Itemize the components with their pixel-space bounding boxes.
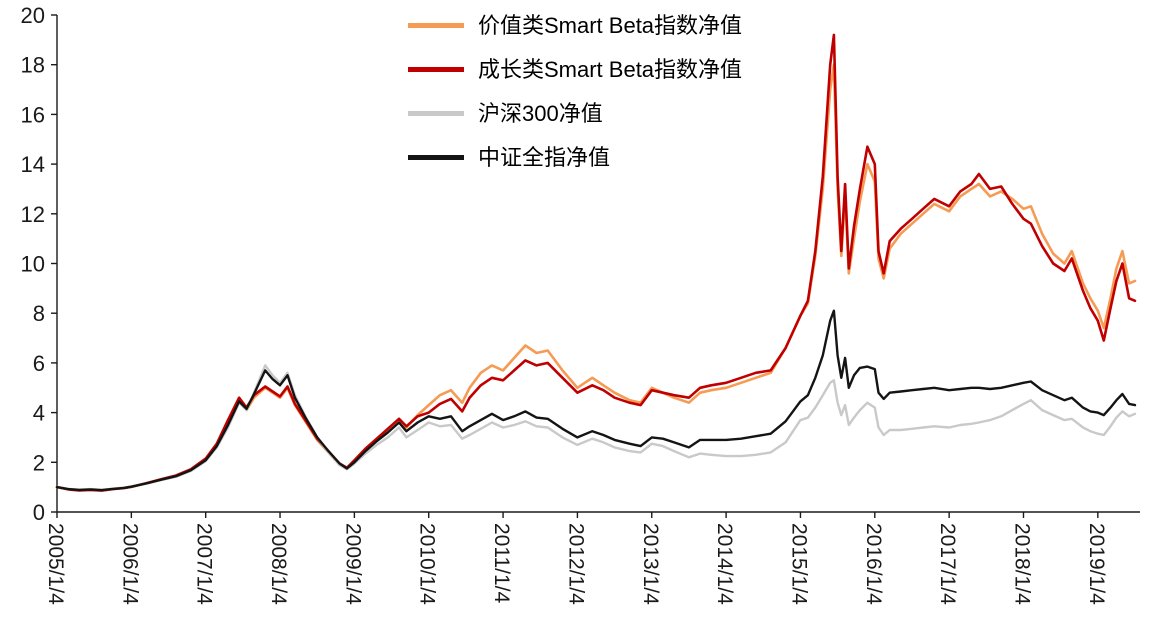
legend-label-value-smartbeta: 价值类Smart Beta指数净值 (478, 13, 743, 38)
legend-line-csi-total-icon (408, 155, 464, 160)
x-axis-label: 2005/1/4 (44, 523, 67, 605)
x-axis-label: 2010/1/4 (416, 523, 439, 605)
series-line-3 (55, 309, 1137, 492)
y-axis-label: 6 (33, 351, 45, 376)
x-axis-label: 2011/1/4 (490, 523, 513, 604)
legend-item-csi-total: 中证全指净值 (408, 144, 742, 171)
legend-item-growth-smartbeta: 成长类Smart Beta指数净值 (408, 56, 742, 83)
legend-line-growth-smartbeta-icon (408, 67, 464, 72)
x-axis-label: 2008/1/4 (267, 523, 290, 605)
x-axis-label: 2016/1/4 (862, 523, 885, 605)
x-axis-label: 2014/1/4 (713, 523, 736, 605)
x-axis-label: 2013/1/4 (639, 523, 662, 605)
legend-label-growth-smartbeta: 成长类Smart Beta指数净值 (478, 57, 743, 82)
x-axis-label: 2006/1/4 (118, 523, 141, 605)
series-line-1 (55, 33, 1137, 492)
x-axis-label: 2018/1/4 (1010, 523, 1033, 605)
y-axis-label: 20 (21, 3, 45, 28)
legend-label-hs300: 沪深300净值 (478, 101, 603, 126)
x-axis-label: 2012/1/4 (564, 523, 587, 605)
y-axis-label: 4 (33, 401, 45, 426)
y-axis-label: 10 (21, 252, 45, 277)
x-axis-label: 2019/1/4 (1085, 523, 1108, 605)
series-line-2 (55, 364, 1137, 492)
x-axis-label: 2007/1/4 (193, 523, 216, 605)
legend: 价值类Smart Beta指数净值 成长类Smart Beta指数净值 沪深30… (408, 12, 742, 171)
legend-line-value-smartbeta-icon (408, 23, 464, 28)
y-axis-label: 2 (33, 450, 45, 475)
y-axis-label: 18 (21, 53, 45, 78)
y-axis-label: 8 (33, 301, 45, 326)
x-axis-label: 2017/1/4 (936, 523, 959, 605)
y-axis-label: 14 (21, 152, 45, 177)
x-axis-label: 2009/1/4 (341, 523, 364, 605)
legend-item-value-smartbeta: 价值类Smart Beta指数净值 (408, 12, 742, 39)
x-axis-label: 2015/1/4 (787, 523, 810, 605)
y-axis-label: 0 (33, 500, 45, 525)
legend-line-hs300-icon (408, 111, 464, 116)
y-axis-label: 16 (21, 102, 45, 127)
legend-item-hs300: 沪深300净值 (408, 100, 742, 127)
legend-label-csi-total: 中证全指净值 (478, 145, 611, 170)
y-axis-label: 12 (21, 202, 45, 227)
